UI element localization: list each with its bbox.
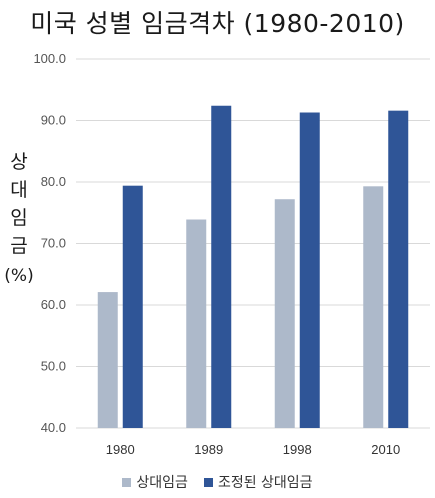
bar-adjusted-wage	[299, 112, 320, 428]
y-tick-label: 50.0	[41, 359, 66, 374]
chart-title: 미국 성별 임금격차 (1980-2010)	[30, 9, 405, 38]
bar-relative-wage	[274, 199, 295, 428]
bar-adjusted-wage	[122, 185, 143, 428]
y-tick-label: 40.0	[41, 420, 66, 435]
y-tick-label: 100.0	[33, 51, 66, 66]
bar-relative-wage	[186, 219, 207, 428]
y-tick-label: 80.0	[41, 174, 66, 189]
y-tick-label: 90.0	[41, 113, 66, 128]
x-tick-label: 1980	[106, 442, 135, 457]
legend: 상대임금 조정된 상대임금	[0, 472, 435, 492]
legend-item-adjusted-wage: 조정된 상대임금	[203, 472, 313, 492]
legend-swatch-adjusted-wage	[203, 477, 213, 487]
bar-adjusted-wage	[388, 110, 409, 428]
x-tick-label: 1998	[283, 442, 312, 457]
bar-chart: 40.0 50.0 60.0 70.0 80.0 90.0 100.0 1980 1989 199…	[33, 51, 430, 457]
y-tick-label: 70.0	[41, 236, 66, 251]
legend-label-adjusted-wage: 조정된 상대임금	[217, 475, 313, 491]
legend-item-relative-wage: 상대임금	[122, 472, 188, 492]
bar-relative-wage	[97, 292, 118, 428]
y-axis-label-char: 임	[10, 207, 28, 229]
y-axis-label-char: 금	[10, 235, 28, 257]
bar-adjusted-wage	[211, 105, 232, 429]
x-tick-label: 1989	[194, 442, 223, 457]
y-axis-label: 상 대 임 금 (%)	[2, 148, 36, 290]
y-axis-unit: (%)	[4, 266, 34, 286]
legend-label-relative-wage: 상대임금	[136, 475, 188, 491]
legend-swatch-relative-wage	[122, 477, 132, 487]
y-tick-label: 60.0	[41, 297, 66, 312]
bar-relative-wage	[363, 186, 384, 428]
y-axis-label-char: 대	[10, 179, 28, 201]
x-tick-label: 2010	[371, 442, 400, 457]
y-axis-label-char: 상	[10, 151, 28, 173]
